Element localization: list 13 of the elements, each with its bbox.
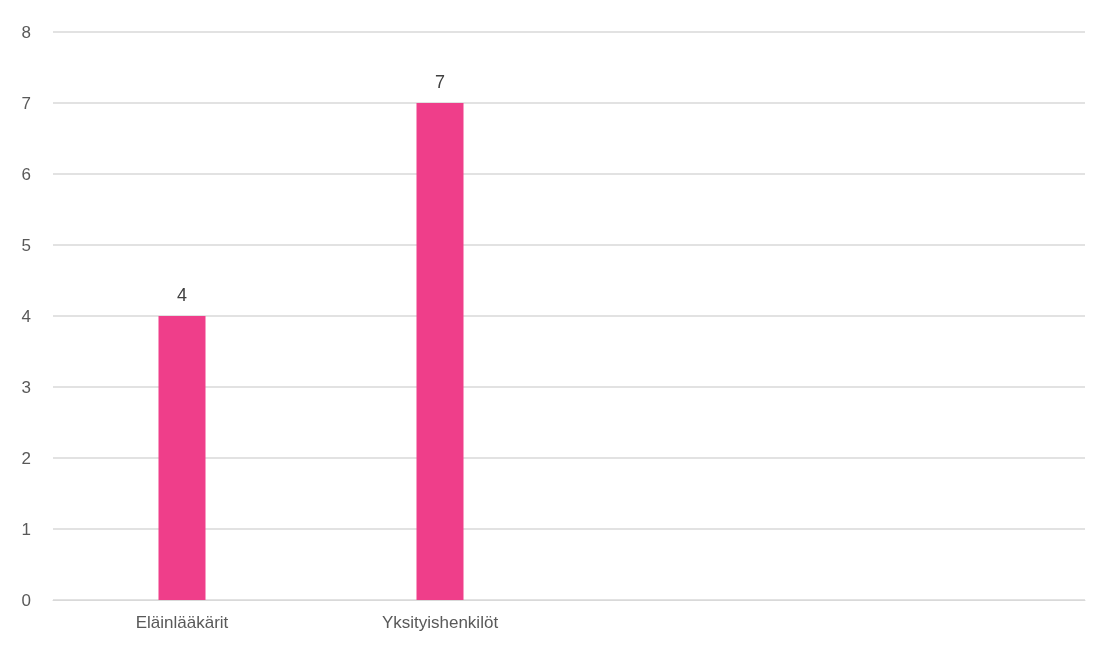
y-tick-label: 7 [21, 93, 31, 113]
y-tick-label: 6 [21, 164, 31, 184]
y-tick-label: 4 [21, 306, 31, 326]
data-label: 4 [176, 285, 188, 305]
y-tick-label: 5 [21, 235, 31, 255]
y-tick-label: 2 [21, 448, 31, 468]
y-tick-label: 3 [21, 377, 31, 397]
x-tick-label: Eläinlääkärit [135, 613, 229, 632]
data-label: 7 [434, 72, 446, 92]
y-tick-label: 0 [21, 590, 31, 610]
y-tick-label: 1 [21, 519, 31, 539]
x-tick-label: Yksityishenkilöt [381, 613, 499, 632]
y-tick-label: 8 [21, 22, 31, 42]
